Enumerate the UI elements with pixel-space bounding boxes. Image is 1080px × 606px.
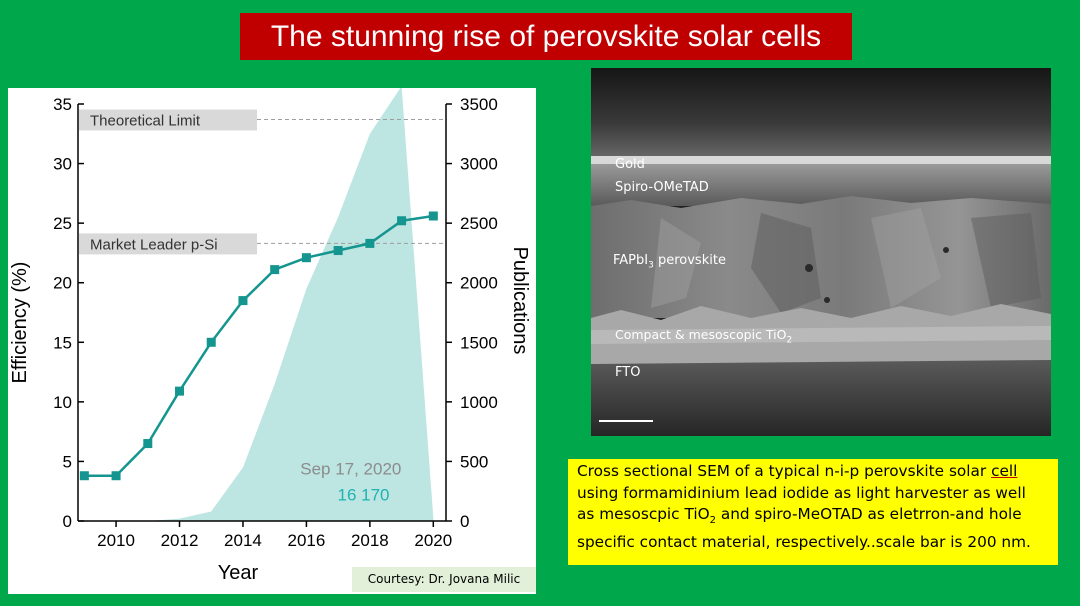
y-right-axis-title: Publications [509, 247, 531, 355]
y-left-tick-label: 35 [53, 95, 72, 114]
slide-title: The stunning rise of perovskite solar ce… [240, 13, 852, 60]
efficiency-point [397, 216, 407, 226]
publications-area [147, 88, 434, 521]
y-right-tick-label: 1500 [460, 333, 498, 352]
y-right-tick-label: 2500 [460, 214, 498, 233]
sem-label-perovskite: FAPbI3 perovskite [613, 253, 726, 271]
theoretical-limit-label-bg [79, 109, 257, 131]
y-right-tick-label: 500 [460, 452, 488, 471]
efficiency-point [270, 265, 280, 275]
sem-label-compact: Compact & mesoscopic TiO2 [615, 327, 793, 346]
x-axis-title: Year [218, 562, 259, 584]
efficiency-point [111, 471, 121, 481]
efficiency-point [175, 386, 185, 396]
x-tick-label: 2010 [97, 531, 135, 550]
sem-label-spiro: Spiro-OMeTAD [615, 180, 709, 195]
sem-caption: Cross sectional SEM of a typical n-i-p p… [568, 459, 1058, 565]
x-tick-label: 2012 [161, 531, 199, 550]
sem-label-fto: FTO [615, 365, 641, 380]
x-tick-label: 2016 [287, 531, 325, 550]
efficiency-point [206, 337, 216, 347]
efficiency-line [84, 214, 434, 477]
sem-micrograph [591, 68, 1051, 436]
annotation-count: 16 170 [338, 486, 390, 505]
efficiency-chart: Theoretical Limit Market Leader p-Si 0 5 10… [9, 88, 531, 584]
y-left-tick-label: 20 [53, 274, 72, 293]
y-right-tick-label: 0 [460, 512, 469, 531]
y-left-tick-label: 5 [63, 452, 72, 471]
x-tick-label: 2014 [224, 531, 262, 550]
efficiency-point [143, 439, 153, 449]
efficiency-point [365, 238, 375, 248]
y-left-tick-label: 30 [53, 155, 72, 174]
efficiency-point [428, 211, 438, 221]
efficiency-point [301, 253, 311, 263]
efficiency-chart-panel: Theoretical Limit Market Leader p-Si 0 5 10… [8, 88, 536, 594]
sem-label-gold: Gold [615, 157, 645, 172]
theoretical-limit-label: Theoretical Limit [90, 112, 201, 129]
y-left-tick-label: 15 [53, 333, 72, 352]
efficiency-point [79, 471, 89, 481]
scale-bar [599, 420, 653, 422]
y-left-tick-label: 0 [63, 512, 72, 531]
efficiency-point [238, 296, 248, 306]
x-tick-label: 2018 [351, 531, 389, 550]
x-tick-label: 2020 [414, 531, 452, 550]
annotation-date: Sep 17, 2020 [300, 460, 401, 479]
market-leader-label: Market Leader p-Si [90, 236, 218, 253]
y-left-axis-title: Efficiency (%) [9, 262, 31, 384]
y-right-tick-label: 3000 [460, 155, 498, 174]
y-right-tick-label: 2000 [460, 274, 498, 293]
market-leader-label-bg [79, 233, 257, 255]
sem-image: Gold Spiro-OMeTAD FAPbI3 perovskite Comp… [591, 68, 1051, 436]
y-left-tick-label: 25 [53, 214, 72, 233]
efficiency-point [333, 246, 343, 256]
y-left-tick-label: 10 [53, 393, 72, 412]
y-right-tick-label: 1000 [460, 393, 498, 412]
y-right-tick-label: 3500 [460, 95, 498, 114]
courtesy-note: Courtesy: Dr. Jovana Milic [352, 567, 536, 592]
